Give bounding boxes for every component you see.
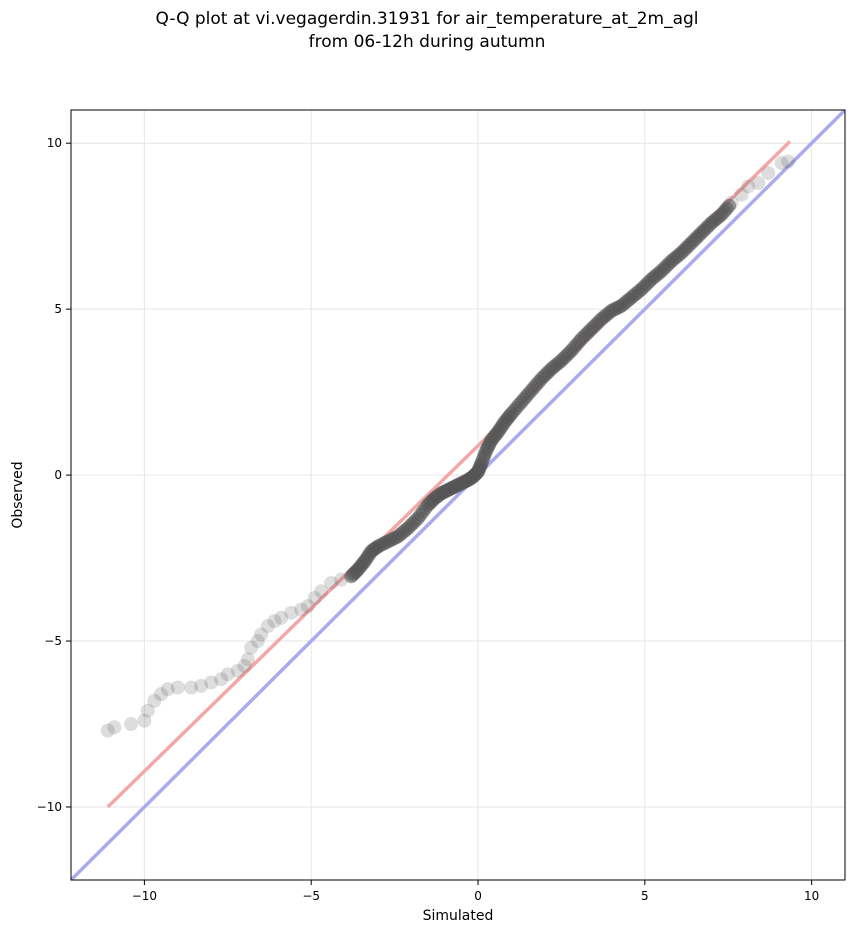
data-point — [294, 602, 309, 617]
y-tick-label: 5 — [54, 302, 62, 316]
data-point — [137, 713, 152, 728]
y-tick-label: 0 — [54, 468, 62, 482]
data-point — [761, 166, 776, 181]
data-point — [204, 675, 219, 690]
identity-reference-line — [71, 110, 845, 880]
grid-lines — [71, 110, 845, 880]
x-axis-ticks: −10 −5 0 5 10 — [132, 880, 819, 903]
data-point — [230, 663, 245, 678]
x-tick-label: 5 — [641, 889, 649, 903]
data-point — [124, 717, 139, 732]
chart-title-line-2: from 06-12h during autumn — [308, 32, 546, 52]
data-point — [741, 179, 756, 194]
data-point — [254, 627, 269, 642]
y-tick-label: −10 — [37, 800, 62, 814]
data-point — [140, 703, 155, 718]
data-point — [154, 687, 169, 702]
data-point — [184, 680, 199, 695]
data-point — [170, 680, 185, 695]
data-point — [194, 678, 209, 693]
x-tick-label: 10 — [804, 889, 819, 903]
data-point — [160, 682, 175, 697]
data-point — [250, 634, 265, 649]
data-point — [214, 672, 229, 687]
y-axis-label: Observed — [10, 461, 26, 528]
data-point — [724, 195, 739, 210]
x-tick-label: −10 — [132, 889, 157, 903]
data-point — [237, 658, 252, 673]
chart-title-line-1: Q-Q plot at vi.vegagerdin.31931 for air_… — [155, 9, 699, 29]
data-point — [100, 723, 115, 738]
data-point — [324, 575, 339, 590]
data-point — [274, 610, 289, 625]
data-point — [781, 154, 796, 169]
x-tick-label: −5 — [302, 889, 320, 903]
reference-line-group — [71, 110, 845, 880]
data-point — [244, 640, 259, 655]
data-point — [284, 605, 299, 620]
scatter-points — [100, 154, 796, 738]
data-point — [751, 176, 766, 191]
data-point — [107, 720, 122, 735]
data-point — [734, 187, 749, 202]
data-point — [300, 599, 315, 614]
data-point — [220, 667, 235, 682]
data-point — [314, 584, 329, 599]
y-axis-ticks: −10 −5 0 5 10 — [37, 136, 71, 814]
data-point — [267, 614, 282, 629]
y-tick-label: 10 — [47, 136, 62, 150]
plot-frame — [70, 109, 846, 881]
data-point — [307, 590, 322, 605]
data-point — [722, 198, 737, 213]
data-point — [240, 652, 255, 667]
data-point — [774, 156, 789, 171]
data-point — [147, 693, 162, 708]
data-point — [260, 619, 275, 634]
y-tick-label: −5 — [44, 634, 62, 648]
x-axis-label: Simulated — [423, 908, 494, 924]
x-tick-label: 0 — [474, 889, 482, 903]
